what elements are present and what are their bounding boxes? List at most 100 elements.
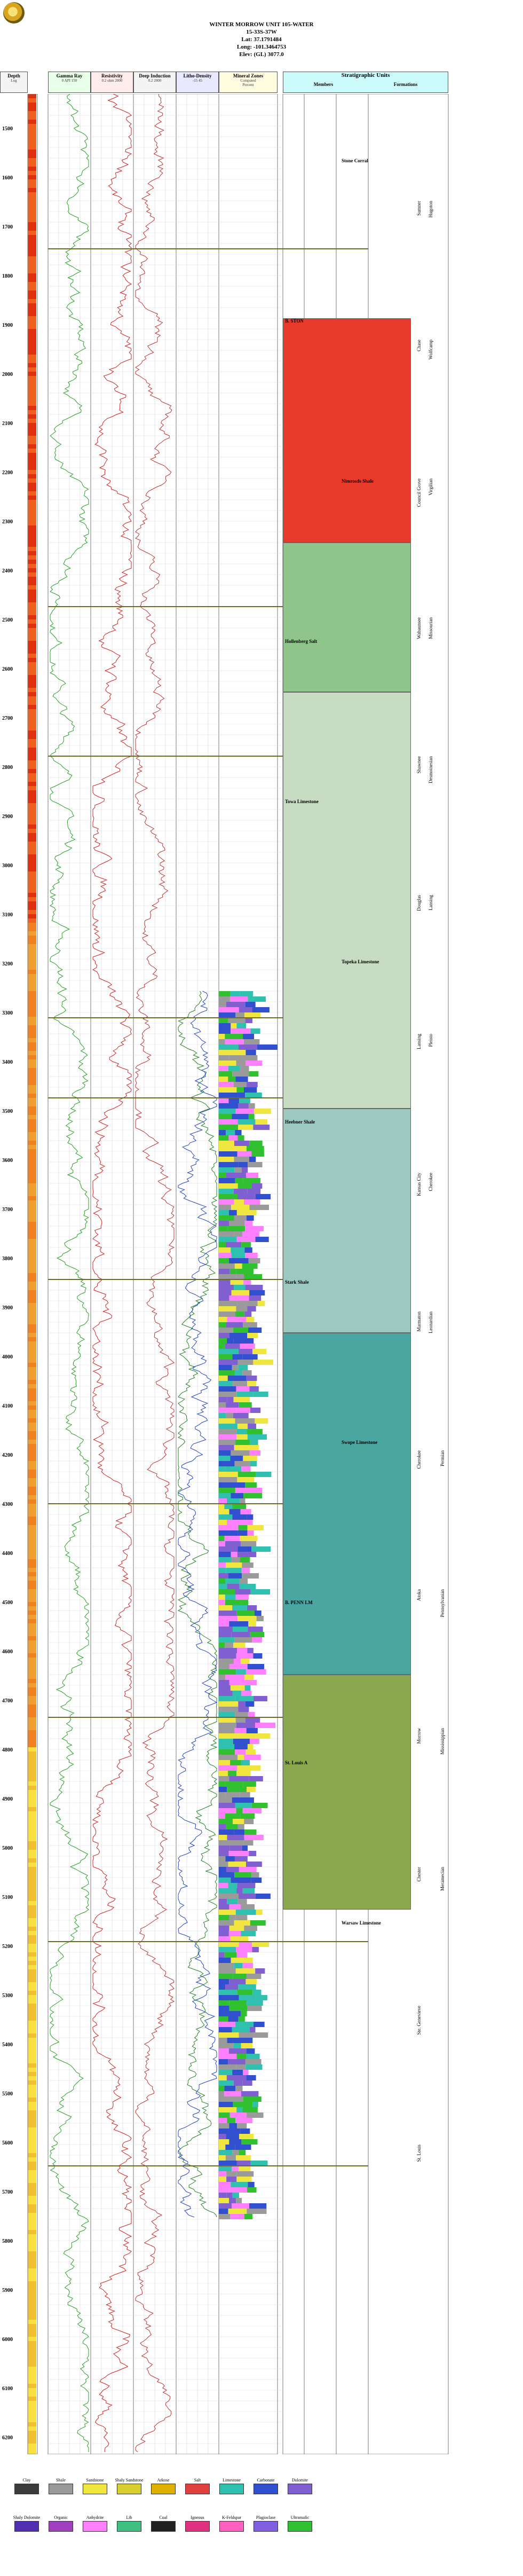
depth-color-cell: [28, 594, 36, 598]
mineral-cell: [219, 1360, 238, 1365]
mineral-cell: [219, 1338, 227, 1344]
depth-color-cell: [28, 619, 36, 624]
mineral-cell: [235, 1589, 251, 1595]
legend-item: Coal: [147, 2515, 179, 2532]
mineral-cell: [219, 2080, 234, 2086]
depth-color-cell: [28, 1363, 36, 1367]
depth-color-cell: [28, 628, 36, 632]
depth-color-cell: [28, 1939, 36, 1944]
depth-color-cell: [28, 1094, 36, 1098]
depth-color-cell: [28, 145, 36, 150]
legend-label: Lib: [126, 2515, 132, 2520]
legend-swatch: [83, 2484, 107, 2494]
depth-label: 3300: [2, 1010, 13, 1016]
mineral-cell: [249, 1450, 261, 1456]
mineral-cell: [219, 2107, 237, 2112]
mineral-cell: [247, 2112, 264, 2118]
mineral-cell: [225, 2011, 241, 2016]
depth-color-cell: [28, 1213, 36, 1218]
mineral-cell: [233, 1189, 248, 1194]
legend-item: Arkose: [147, 2478, 179, 2494]
mineral-cell: [254, 1611, 262, 1616]
mineral-cell: [232, 2027, 250, 2032]
mineral-cell: [228, 2129, 241, 2134]
mineral-cell: [239, 2032, 254, 2038]
depth-color-cell: [28, 957, 36, 961]
mineral-cell: [219, 1157, 234, 1162]
depth-color-cell: [28, 1816, 36, 1820]
mineral-cell: [247, 1605, 257, 1611]
depth-label: 3500: [2, 1109, 13, 1114]
legend-label: Clay: [22, 2478, 31, 2483]
depth-color-cell: [28, 1119, 36, 1124]
depth-color-cell: [28, 769, 36, 773]
mineral-cell: [255, 1723, 276, 1728]
depth-color-cell: [28, 201, 36, 205]
mineral-cell: [253, 2032, 268, 2038]
legend-swatch: [83, 2521, 107, 2532]
depth-color-cell: [28, 372, 36, 376]
depth-color-cell: [28, 2068, 36, 2072]
depth-label: 3800: [2, 1256, 13, 1262]
depth-color-cell: [28, 402, 36, 406]
mineral-cell: [219, 1829, 234, 1835]
depth-color-cell: [28, 521, 36, 525]
depth-color-cell: [28, 269, 36, 273]
mineral-cell: [234, 1263, 242, 1269]
depth-color-cell: [28, 1820, 36, 1824]
depth-color-cell: [28, 906, 36, 910]
mineral-cell: [219, 2048, 229, 2054]
mineral-cell: [219, 1920, 234, 1926]
strat-unit-label: Lansing: [428, 895, 433, 910]
mineral-cell: [240, 1344, 255, 1349]
mineral-cell: [236, 1023, 247, 1028]
mineral-cell: [236, 2064, 246, 2070]
formation-top-label: B. STON: [285, 318, 304, 324]
depth-color-cell: [28, 1448, 36, 1452]
depth-color-cell: [28, 397, 36, 402]
mineral-cell: [219, 1440, 235, 1445]
mineral-cell: [235, 1910, 256, 1915]
mineral-cell: [242, 1573, 259, 1578]
mineral-cell: [219, 1434, 237, 1440]
mineral-cell: [219, 1199, 234, 1205]
mineral-cell: [234, 1141, 250, 1146]
mineral-cell: [219, 1883, 228, 1888]
depth-color-cell: [28, 1867, 36, 1871]
mineral-cell: [240, 1536, 258, 1541]
mineral-cell: [219, 1899, 227, 1904]
mineral-cell: [233, 1338, 254, 1344]
depth-color-cell: [28, 1922, 36, 1927]
depth-color-cell: [28, 2055, 36, 2059]
legend-swatch: [49, 2484, 73, 2494]
mineral-cell: [219, 1819, 233, 1824]
mineral-cell: [246, 1146, 264, 1151]
depth-color-cell: [28, 1999, 36, 2004]
mineral-cell: [219, 1968, 236, 1974]
mineral-cell: [219, 1279, 231, 1285]
depth-color-cell: [28, 756, 36, 760]
mineral-cell: [241, 2043, 253, 2048]
mineral-cell: [236, 1808, 243, 1813]
depth-label: 6000: [2, 2337, 13, 2343]
depth-color-cell: [28, 2115, 36, 2119]
depth-color-cell: [28, 1551, 36, 1555]
depth-label: 5500: [2, 2091, 13, 2097]
formation-top-label: Hollenberg Salt: [285, 639, 318, 644]
depth-color-cell: [28, 427, 36, 431]
mineral-cell: [235, 1440, 250, 1445]
mineral-cell: [237, 1477, 243, 1482]
depth-color-cell: [28, 1435, 36, 1440]
depth-color-cell: [28, 1517, 36, 1521]
mineral-cell: [219, 1904, 229, 1910]
depth-color-cell: [28, 2328, 36, 2332]
depth-color-cell: [28, 1423, 36, 1427]
legend-label: Arkose: [157, 2478, 170, 2483]
depth-color-cell: [28, 1153, 36, 1158]
mineral-cell: [219, 1910, 236, 1915]
mineral-cell: [228, 1771, 237, 1776]
mineral-cell: [230, 1685, 245, 1691]
depth-label: 4900: [2, 1796, 13, 1802]
legend-item: Igneous: [181, 2515, 213, 2532]
depth-color-cell: [28, 1277, 36, 1282]
